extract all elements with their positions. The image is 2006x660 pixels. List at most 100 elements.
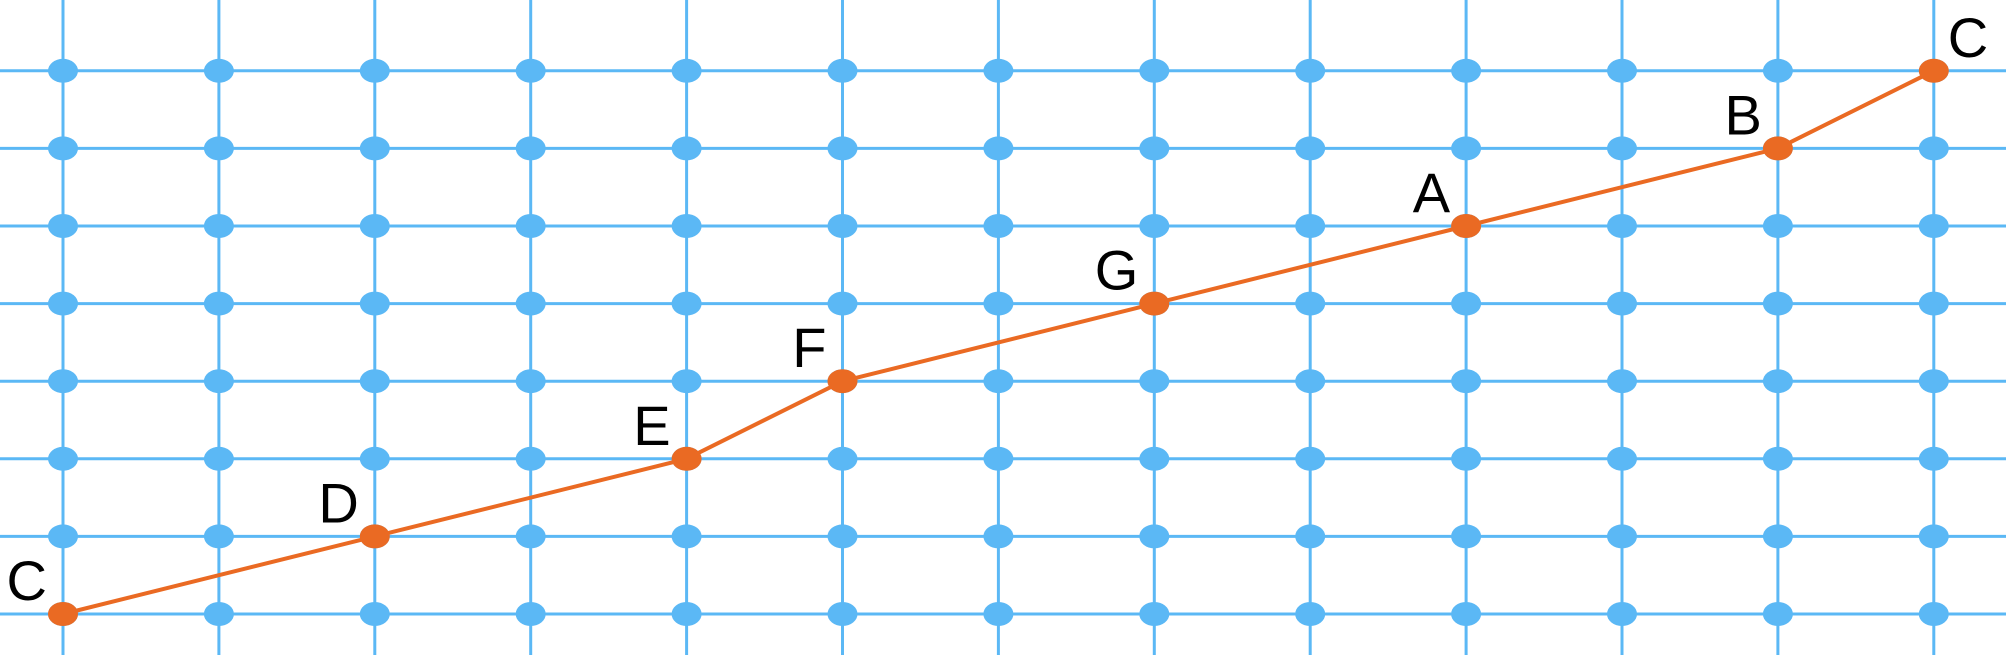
grid-node: [1295, 524, 1326, 549]
path-line: [62, 69, 1935, 616]
grid-node: [1139, 524, 1170, 549]
grid-node: [1607, 524, 1637, 549]
grid-node: [1918, 524, 1949, 549]
grid-node: [359, 369, 390, 394]
grid-node: [1918, 214, 1949, 238]
grid-node: [1607, 58, 1637, 83]
grid-node: [1918, 369, 1949, 394]
grid-node: [1918, 602, 1949, 626]
grid-node: [671, 602, 702, 626]
path-polyline: [62, 69, 1935, 616]
grid-node: [1139, 446, 1170, 471]
path-node-d: [359, 524, 390, 549]
grid-node: [1762, 446, 1793, 471]
grid-node: [48, 214, 78, 238]
grid-node: [827, 58, 858, 83]
grid-node: [48, 369, 78, 394]
grid-node: [827, 291, 858, 316]
point-label-b: B: [1725, 83, 1762, 146]
grid-node: [1762, 369, 1793, 394]
grid-node: [203, 602, 234, 626]
point-label-d: D: [318, 471, 358, 534]
grid-node: [983, 369, 1014, 394]
grid-node: [1295, 369, 1326, 394]
grid-node: [1139, 136, 1170, 161]
point-label-g: G: [1095, 239, 1139, 302]
grid-node: [203, 524, 234, 549]
grid-node: [1607, 214, 1637, 238]
grid-node: [359, 291, 390, 316]
grid-node: [48, 524, 78, 549]
path-labels: C D E F G A B C: [7, 6, 1989, 612]
grid-node: [983, 524, 1014, 549]
point-label-e: E: [633, 394, 670, 457]
path-node-e: [671, 446, 702, 471]
path-node-c: [1918, 58, 1949, 83]
grid-node: [1295, 446, 1326, 471]
grid-node: [827, 136, 858, 161]
grid-node: [515, 524, 546, 549]
grid-node: [1762, 291, 1793, 316]
grid-node: [515, 602, 546, 626]
grid-node: [359, 602, 390, 626]
grid-node: [1295, 602, 1326, 626]
grid-node: [1295, 291, 1326, 316]
path-node-f: [827, 369, 858, 394]
grid-node: [1607, 369, 1637, 394]
grid-node: [48, 446, 78, 471]
path-node-b: [1762, 136, 1793, 161]
grid-node: [48, 291, 78, 316]
grid-node: [203, 214, 234, 238]
path-node-a: [1451, 214, 1482, 238]
path-nodes: [48, 58, 1949, 626]
grid-node: [515, 58, 546, 83]
path-node-c: [48, 602, 78, 626]
grid-node: [671, 369, 702, 394]
grid-node: [1139, 369, 1170, 394]
grid-node: [359, 214, 390, 238]
grid-node: [515, 291, 546, 316]
point-label-f: F: [792, 316, 826, 379]
grid-node: [827, 602, 858, 626]
grid-node: [827, 214, 858, 238]
grid-node: [515, 136, 546, 161]
point-label-a: A: [1413, 161, 1451, 224]
grid-node: [1918, 136, 1949, 161]
grid-node: [203, 291, 234, 316]
grid-node: [983, 446, 1014, 471]
grid-node: [203, 136, 234, 161]
grid-node: [671, 214, 702, 238]
grid-node: [1451, 602, 1482, 626]
grid-node: [1451, 369, 1482, 394]
grid-node: [359, 446, 390, 471]
grid-node: [671, 136, 702, 161]
grid-node: [1607, 136, 1637, 161]
grid-node: [359, 136, 390, 161]
grid-node: [983, 58, 1014, 83]
grid-node: [827, 524, 858, 549]
grid-node: [203, 446, 234, 471]
grid-node: [359, 58, 390, 83]
grid-node: [1451, 58, 1482, 83]
grid-node: [671, 291, 702, 316]
grid-node: [671, 524, 702, 549]
grid-node: [983, 214, 1014, 238]
grid-node: [827, 446, 858, 471]
grid-node: [515, 446, 546, 471]
grid-node: [1607, 602, 1637, 626]
grid-node: [48, 58, 78, 83]
grid-node: [1139, 214, 1170, 238]
grid-node: [1762, 58, 1793, 83]
grid-node: [1451, 136, 1482, 161]
grid-node: [203, 58, 234, 83]
grid-node: [515, 369, 546, 394]
grid-node: [48, 136, 78, 161]
grid-node: [1451, 291, 1482, 316]
grid-node: [983, 136, 1014, 161]
grid-node: [1295, 58, 1326, 83]
grid-node: [1295, 214, 1326, 238]
grid-node: [1762, 602, 1793, 626]
path-node-g: [1139, 291, 1170, 316]
